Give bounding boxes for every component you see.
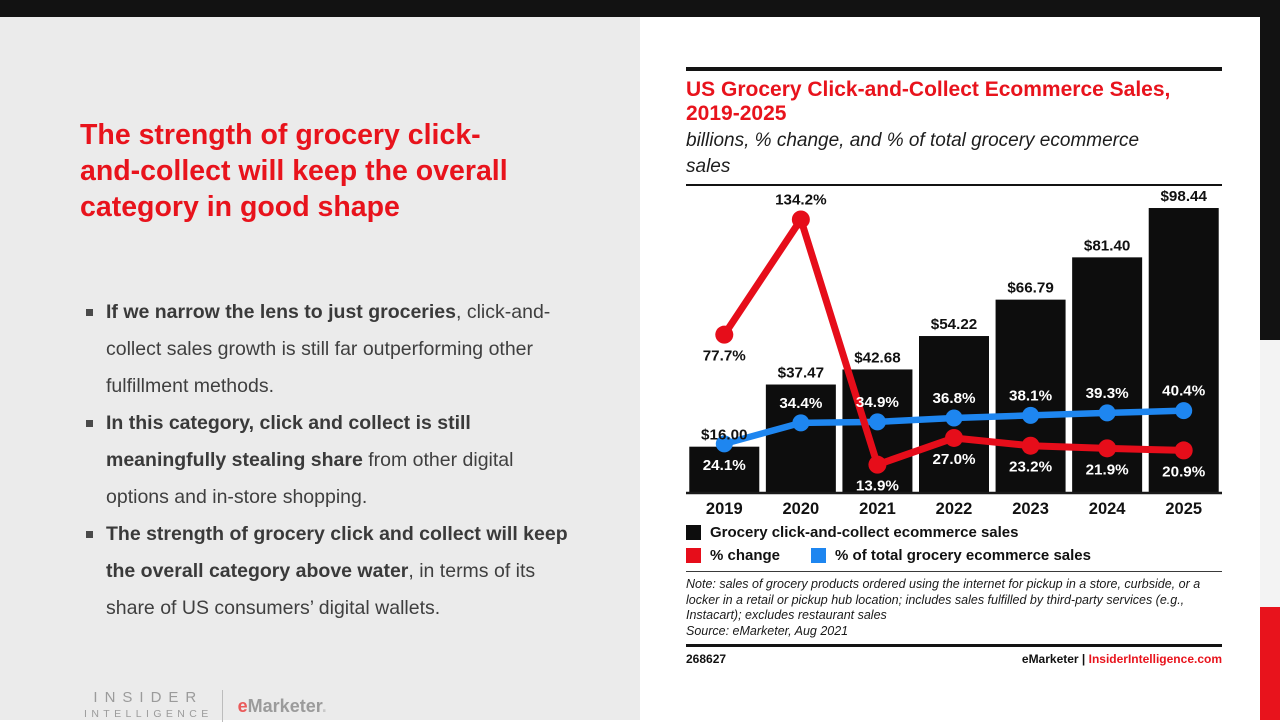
svg-text:36.8%: 36.8% xyxy=(932,390,976,407)
footer-emarketer-text: eMarketer xyxy=(1021,652,1079,666)
insider-intelligence-emarketer-logo: INSIDER INTELLIGENCE eMarketer. xyxy=(84,689,327,722)
emarketer-e: e xyxy=(237,695,248,716)
chart-footer-brand: eMarketer | InsiderIntelligence.com xyxy=(1022,652,1222,666)
right-edge-black-strip xyxy=(1260,17,1280,340)
svg-text:2020: 2020 xyxy=(782,500,819,518)
note-divider xyxy=(686,571,1222,572)
svg-text:40.4%: 40.4% xyxy=(1162,383,1206,400)
legend-group-blue: % of total grocery ecommerce sales xyxy=(811,547,1091,564)
svg-text:2023: 2023 xyxy=(1012,500,1049,518)
svg-text:34.9%: 34.9% xyxy=(856,394,900,411)
bullet-rest-text: , in terms of its share of US consumers’… xyxy=(106,560,536,619)
chart-svg: $16.00 $37.47 $42.68 $54.22 $66.79 $81.40 $98.… xyxy=(686,188,1222,518)
svg-text:21.9%: 21.9% xyxy=(1086,461,1130,478)
svg-text:2024: 2024 xyxy=(1089,500,1127,518)
chart-id-number: 268627 xyxy=(686,652,727,666)
insider-logo-text: INSIDER xyxy=(93,689,204,706)
bullet-bold-text: If we narrow the lens to just groceries xyxy=(106,301,457,323)
legend-swatch-pct-total xyxy=(811,548,827,563)
svg-text:2025: 2025 xyxy=(1165,500,1202,518)
left-text-panel: The strength of grocery click- and-colle… xyxy=(0,17,640,722)
bullet-item: In this category, click and collect is s… xyxy=(84,405,576,516)
svg-text:$37.47: $37.47 xyxy=(778,365,824,382)
legend-swatch-bars xyxy=(686,525,701,540)
bullet-rest-text: , click-and-collect sales growth is stil… xyxy=(106,301,551,397)
emarketer-wordmark: eMarketer. xyxy=(238,697,327,715)
chart-top-rule xyxy=(686,67,1222,71)
chart-subtitle-rule xyxy=(686,184,1222,186)
bullet-bold-text: In this category, click and collect is s… xyxy=(106,412,471,471)
svg-text:27.0%: 27.0% xyxy=(932,451,976,468)
chart-subtitle: billions, % change, and % of total groce… xyxy=(686,130,1140,177)
legend-group-red: % change xyxy=(686,547,780,564)
svg-text:$16.00: $16.00 xyxy=(701,427,747,444)
logo-divider xyxy=(221,689,223,722)
svg-text:$98.44: $98.44 xyxy=(1160,188,1207,205)
chart-source: Source: eMarketer, Aug 2021 xyxy=(686,623,849,638)
svg-text:134.2%: 134.2% xyxy=(775,192,827,209)
svg-text:23.2%: 23.2% xyxy=(1009,459,1053,476)
bullet-rest-text: from other digital options and in-store … xyxy=(106,449,514,508)
svg-text:77.7%: 77.7% xyxy=(703,348,747,365)
insider-intelligence-wordmark: INSIDER INTELLIGENCE xyxy=(84,689,213,722)
chart-card: US Grocery Click-and-Collect Ecommerce S… xyxy=(686,67,1222,666)
svg-text:$81.40: $81.40 xyxy=(1084,237,1130,254)
bullet-item: If we narrow the lens to just groceries,… xyxy=(84,294,576,405)
svg-text:$66.79: $66.79 xyxy=(1007,280,1053,297)
svg-text:2019: 2019 xyxy=(706,500,743,518)
chart-bottom-rule xyxy=(686,644,1222,647)
chart-note: Note: sales of grocery products ordered … xyxy=(686,577,1201,622)
bullet-item: The strength of grocery click and collec… xyxy=(84,516,576,627)
right-edge-gray-strip xyxy=(1260,340,1280,607)
svg-text:2021: 2021 xyxy=(859,500,896,518)
svg-text:24.1%: 24.1% xyxy=(703,457,747,474)
legend-row: % change % of total grocery ecommerce sa… xyxy=(686,547,1222,564)
intelligence-logo-text: INTELLIGENCE xyxy=(84,708,213,720)
chart-footer: 268627 eMarketer | InsiderIntelligence.c… xyxy=(686,647,1222,666)
legend-label-bars: Grocery click-and-collect ecommerce sale… xyxy=(710,524,1019,541)
top-black-bar xyxy=(0,0,1280,17)
legend-label-pct-change: % change xyxy=(710,547,781,564)
bullet-bold-text: The strength of grocery click and collec… xyxy=(106,523,568,582)
chart-title: US Grocery Click-and-Collect Ecommerce S… xyxy=(686,78,1171,125)
footer-site-link: InsiderIntelligence.com xyxy=(1088,652,1222,666)
chart-legend: Grocery click-and-collect ecommerce sale… xyxy=(686,524,1222,564)
svg-text:34.4%: 34.4% xyxy=(779,395,823,412)
right-edge-red-strip xyxy=(1260,607,1280,720)
footer-separator: | xyxy=(1078,652,1089,666)
svg-text:20.9%: 20.9% xyxy=(1162,463,1206,480)
svg-text:$54.22: $54.22 xyxy=(931,316,977,333)
legend-label-pct-total: % of total grocery ecommerce sales xyxy=(835,547,1091,564)
bullet-list: If we narrow the lens to just groceries,… xyxy=(84,294,576,627)
svg-text:39.3%: 39.3% xyxy=(1086,385,1130,402)
legend-row: Grocery click-and-collect ecommerce sale… xyxy=(686,524,1222,541)
svg-text:13.9%: 13.9% xyxy=(856,478,900,495)
legend-swatch-pct-change xyxy=(686,548,701,563)
slide-title: The strength of grocery click- and-colle… xyxy=(80,119,508,223)
svg-text:$42.68: $42.68 xyxy=(854,349,900,366)
emarketer-rest: Marketer xyxy=(247,695,322,716)
svg-text:2022: 2022 xyxy=(936,500,973,518)
svg-text:38.1%: 38.1% xyxy=(1009,387,1053,404)
emarketer-dot: . xyxy=(321,695,327,716)
